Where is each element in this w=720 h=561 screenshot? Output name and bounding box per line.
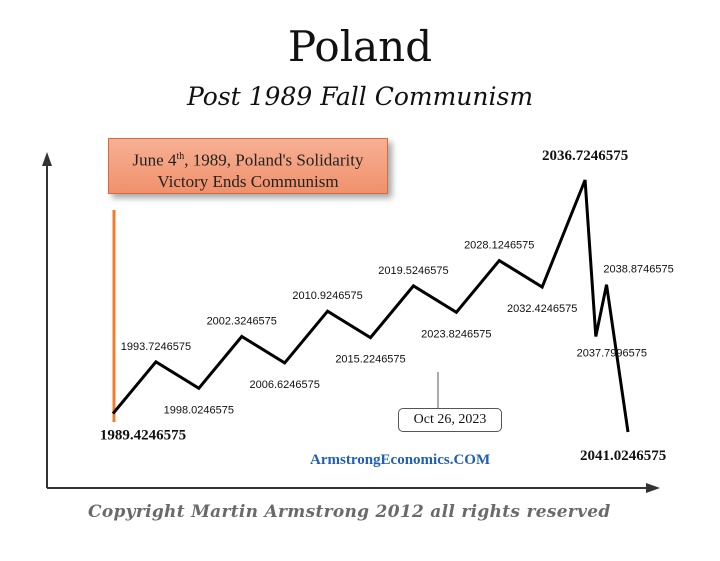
point-label: 2019.5246575 bbox=[378, 265, 448, 277]
point-label: 2023.8246575 bbox=[421, 328, 491, 340]
chart-subtitle: Post 1989 Fall Communism bbox=[186, 82, 534, 111]
point-label: 1993.7246575 bbox=[121, 341, 191, 353]
event-line1-post: , 1989, Poland's Solidarity bbox=[184, 150, 364, 170]
price-line bbox=[111, 179, 630, 433]
chart-title: Poland bbox=[287, 22, 433, 71]
event-annotation-box: June 4th, 1989, Poland's Solidarity Vict… bbox=[108, 138, 388, 194]
x-axis-arrow bbox=[646, 483, 660, 493]
label-layer: 1989.4246575 1993.7246575 1998.0246575 2002… bbox=[100, 148, 674, 464]
point-label: 2032.4246575 bbox=[507, 303, 577, 315]
point-label: 1998.0246575 bbox=[164, 404, 234, 416]
y-axis-arrow bbox=[42, 152, 52, 166]
point-label: 2028.1246575 bbox=[464, 240, 534, 252]
event-line1-pre: June 4 bbox=[132, 150, 177, 170]
point-label: 2010.9246575 bbox=[292, 290, 362, 302]
point-label: 2038.8746575 bbox=[603, 264, 673, 276]
point-label: 2015.2246575 bbox=[335, 354, 405, 366]
event-line2: Victory Ends Communism bbox=[157, 171, 339, 191]
copyright: Copyright Martin Armstrong 2012 all righ… bbox=[88, 502, 611, 522]
point-label: 2002.3246575 bbox=[207, 315, 277, 327]
series-layer bbox=[111, 179, 630, 433]
watermark: ArmstrongEconomics.COM bbox=[310, 452, 491, 468]
point-label: 2041.0246575 bbox=[580, 448, 666, 464]
point-label: 2037.7996575 bbox=[577, 347, 647, 359]
point-label: 2006.6246575 bbox=[249, 379, 319, 391]
event-line1-sup: th bbox=[176, 151, 185, 162]
date-callout: Oct 26, 2023 bbox=[398, 408, 502, 432]
point-label: 1989.4246575 bbox=[100, 428, 186, 444]
point-label: 2036.7246575 bbox=[542, 148, 628, 164]
